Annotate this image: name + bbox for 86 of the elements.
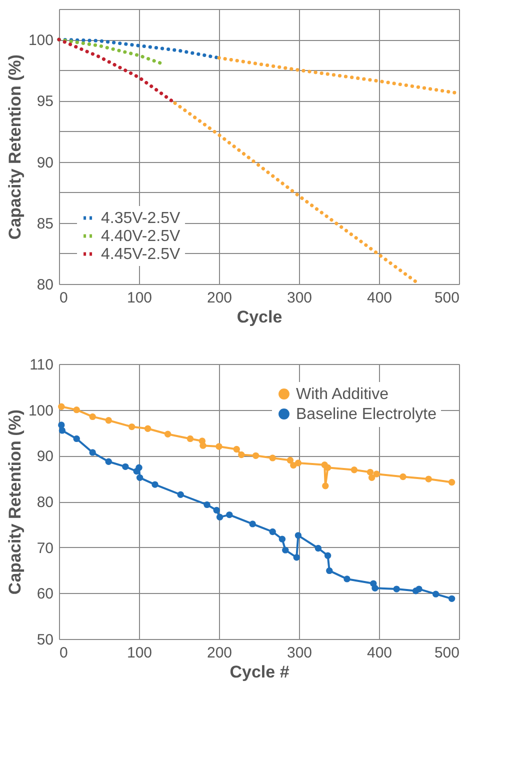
legend-label: 4.40V-2.5V: [101, 228, 180, 245]
y-tick-label: 85: [36, 215, 54, 232]
point: [233, 446, 240, 453]
point: [152, 481, 158, 488]
point: [136, 464, 142, 471]
point: [216, 443, 222, 450]
y-tick-label: 110: [30, 356, 54, 374]
point: [216, 514, 224, 520]
legend-label: 4.35V-2.5V: [101, 210, 180, 227]
point: [278, 536, 286, 542]
point: [286, 456, 294, 464]
point: [122, 463, 129, 470]
y-axis-title: Capacity Retention (%): [5, 54, 24, 240]
point: [128, 423, 136, 430]
y-tick-label: 80: [36, 494, 54, 511]
point: [366, 468, 374, 476]
point: [368, 474, 376, 482]
point: [432, 590, 440, 598]
legend-label: With Additive: [296, 386, 389, 403]
point: [58, 427, 66, 434]
x-axis-title: Cycle #: [230, 662, 290, 682]
legend-label: 4.45V-2.5V: [101, 246, 180, 263]
x-tick-label: 500: [434, 644, 460, 662]
point: [58, 403, 65, 410]
point: [58, 422, 65, 428]
point: [226, 511, 233, 518]
y-tick-label: 100: [28, 32, 54, 50]
y-axis-title: Capacity Retention (%): [5, 409, 24, 595]
y-tick-label: 50: [36, 632, 54, 648]
point: [144, 425, 152, 432]
point: [177, 491, 184, 498]
point: [164, 430, 172, 438]
point: [372, 584, 378, 592]
y-tick-label: 80: [36, 276, 54, 294]
point: [314, 544, 322, 552]
point: [326, 567, 333, 574]
y-tick-label: 60: [36, 586, 54, 603]
x-tick-label: 300: [286, 290, 312, 306]
x-tick-label: 400: [366, 644, 392, 662]
point: [89, 449, 96, 456]
point: [269, 454, 276, 462]
y-tick-label: 95: [36, 93, 54, 110]
point: [238, 451, 245, 458]
x-tick-label: 100: [126, 644, 152, 662]
x-tick-label: 500: [434, 290, 460, 306]
point: [269, 528, 276, 536]
point: [322, 482, 329, 490]
x-tick-label: 100: [126, 290, 152, 306]
x-tick-label: 200: [206, 290, 232, 306]
y-tick-label: 90: [36, 154, 54, 172]
point: [282, 546, 289, 554]
point: [213, 506, 220, 514]
point: [105, 417, 112, 424]
point: [393, 586, 400, 592]
point: [294, 460, 302, 466]
point: [373, 470, 380, 478]
point: [293, 554, 300, 561]
legend-label: Baseline Electrolyte: [296, 406, 437, 423]
point: [294, 532, 302, 539]
point: [249, 520, 256, 528]
point: [448, 595, 456, 602]
x-tick-label: 400: [366, 290, 392, 306]
y-tick-label: 100: [28, 402, 54, 420]
y-tick-label: 90: [36, 448, 54, 466]
point: [344, 576, 350, 582]
y-tick-label: 70: [36, 540, 54, 557]
point: [136, 474, 144, 482]
point: [105, 458, 112, 465]
point: [350, 466, 358, 474]
point: [252, 452, 260, 460]
point: [425, 476, 432, 482]
point: [204, 501, 210, 508]
x-tick-label: 0: [60, 290, 68, 306]
point: [73, 406, 80, 414]
x-tick-label: 300: [286, 644, 312, 662]
point: [448, 478, 456, 486]
x-tick-label: 200: [206, 644, 232, 662]
point: [400, 473, 406, 480]
x-axis-title: Cycle: [236, 308, 282, 326]
point: [186, 435, 194, 442]
point: [200, 442, 206, 449]
point: [89, 413, 96, 420]
point: [416, 586, 422, 592]
point: [73, 435, 80, 442]
point: [324, 552, 332, 559]
x-tick-label: 0: [60, 644, 68, 662]
